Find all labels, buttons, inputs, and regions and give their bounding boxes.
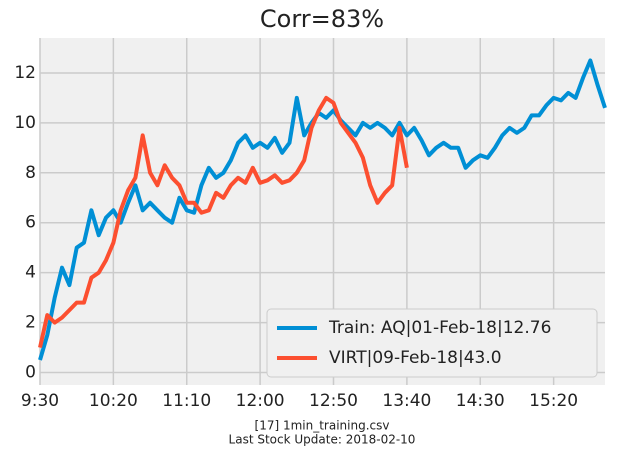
y-tick-label: 0 [25,363,36,383]
series-line [38,95,409,349]
legend-label: Train: AQ|01-Feb-18|12.76 [328,318,551,338]
x-tick-label: 10:20 [89,391,138,411]
chart-title: Corr=83% [260,5,384,33]
y-tick-label: 8 [25,163,36,183]
y-tick-label: 12 [14,63,36,83]
y-tick-label: 6 [25,213,36,233]
x-tick-label: 13:40 [382,391,431,411]
x-tick-label: 12:50 [309,391,358,411]
legend-box [266,308,598,378]
x-tick-label: 14:30 [456,391,505,411]
x-tick-label: 9:30 [21,391,59,411]
y-tick-label: 4 [25,263,36,283]
x-tick-label: 11:10 [162,391,211,411]
legend-label: VIRT|09-Feb-18|43.0 [329,348,502,368]
series-line [38,58,607,361]
x-axis-label: Last Stock Update: 2018-02-10 [229,433,416,447]
x-tick-label: 12:00 [236,391,285,411]
x-axis-label: [17] 1min_training.csv [255,419,390,433]
x-tick-label: 15:20 [529,391,578,411]
y-tick-label: 10 [14,113,36,133]
y-tick-label: 2 [25,313,36,333]
